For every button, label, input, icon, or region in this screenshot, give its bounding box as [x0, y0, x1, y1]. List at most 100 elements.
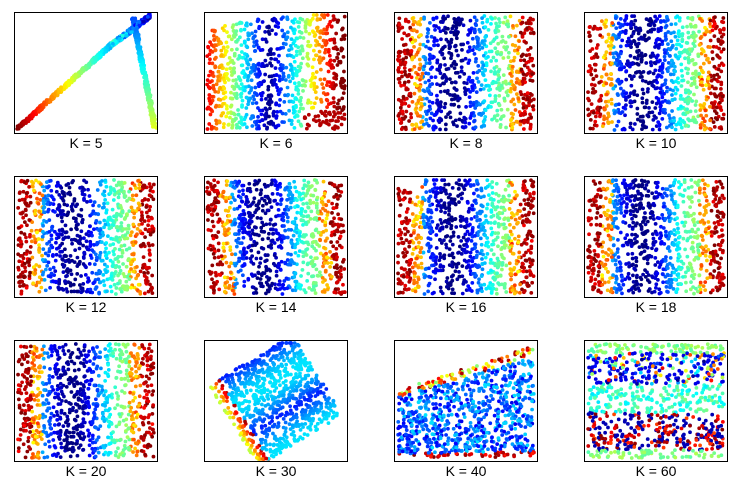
- scatter-point: [323, 120, 328, 125]
- scatter-point: [19, 291, 24, 296]
- scatter-point: [521, 52, 525, 57]
- scatter-point: [220, 220, 225, 225]
- scatter-point: [88, 224, 92, 229]
- scatter-point: [669, 78, 674, 83]
- scatter-point: [628, 54, 633, 58]
- scatter-point: [433, 75, 438, 79]
- scatter-point: [472, 113, 477, 118]
- scatter-point: [65, 212, 70, 217]
- scatter-point: [331, 96, 336, 101]
- scatter-point: [462, 72, 467, 76]
- scatter-point: [595, 55, 600, 60]
- scatter-point: [657, 28, 662, 32]
- scatter-point: [674, 54, 679, 59]
- scatter-point: [338, 81, 343, 86]
- scatter-point: [300, 78, 305, 82]
- scatter-point: [323, 109, 328, 114]
- scatter-point: [715, 72, 720, 77]
- scatter-point: [605, 39, 609, 44]
- scatter-point: [704, 83, 708, 87]
- scatter-point: [708, 18, 713, 23]
- scatter-point: [92, 200, 97, 204]
- scatter-point: [636, 41, 641, 46]
- scatter-point: [285, 16, 290, 21]
- scatter-point: [400, 61, 404, 66]
- scatter-point: [707, 83, 712, 88]
- scatter-point: [298, 16, 303, 21]
- scatter-point: [623, 95, 628, 100]
- scatter-point: [67, 80, 72, 85]
- scatter-point: [90, 270, 95, 275]
- scatter-point: [460, 48, 464, 52]
- scatter-point: [317, 49, 322, 54]
- scatter-point: [77, 246, 82, 251]
- scatter-point: [276, 231, 281, 236]
- scatter-point: [225, 275, 230, 280]
- scatter-point: [74, 219, 78, 224]
- scatter-point: [219, 63, 224, 68]
- scatter-point: [659, 19, 663, 23]
- scatter-point: [86, 247, 91, 252]
- scatter-point: [522, 58, 527, 63]
- scatter-point: [135, 226, 140, 231]
- scatter-point: [278, 97, 282, 102]
- scatter-point: [481, 53, 486, 58]
- scatter-point: [635, 106, 640, 111]
- scatter-point: [318, 35, 322, 40]
- scatter-point: [616, 21, 621, 26]
- scatter-point: [621, 89, 626, 94]
- scatter-point: [442, 56, 446, 61]
- scatter-point: [112, 252, 116, 257]
- scatter-point: [75, 233, 80, 238]
- scatter-point: [449, 37, 454, 42]
- scatter-point: [294, 85, 299, 89]
- scatter-point: [506, 55, 511, 60]
- scatter-point: [232, 51, 237, 56]
- scatter-point: [684, 123, 689, 128]
- scatter-point: [239, 63, 244, 68]
- scatter-point: [263, 58, 268, 63]
- scatter-point: [37, 191, 42, 196]
- scatter-point: [245, 66, 250, 71]
- scatter-point: [445, 91, 450, 95]
- scatter-point: [275, 287, 280, 292]
- scatter-point: [50, 224, 55, 229]
- scatter-point: [668, 54, 672, 58]
- scatter-point: [108, 185, 113, 190]
- scatter-point: [276, 60, 281, 64]
- scatter-point: [638, 119, 643, 123]
- scatter-point: [249, 88, 253, 93]
- scatter-point: [290, 76, 295, 81]
- scatter-point: [454, 87, 459, 92]
- scatter-point: [401, 57, 406, 62]
- scatter-point: [246, 37, 251, 42]
- scatter-point: [424, 61, 429, 66]
- scatter-point: [697, 43, 702, 47]
- scatter-point: [263, 30, 268, 34]
- scatter-point: [80, 220, 85, 225]
- scatter-point: [90, 248, 94, 253]
- scatter-plot: [586, 14, 726, 132]
- scatter-point: [343, 33, 347, 38]
- scatter-point: [335, 47, 340, 52]
- scatter-point: [673, 91, 678, 96]
- scatter-point: [408, 25, 413, 30]
- scatter-point: [660, 70, 665, 75]
- scatter-point: [229, 103, 234, 108]
- scatter-point: [330, 118, 335, 123]
- scatter-point: [320, 196, 325, 201]
- scatter-point: [61, 270, 66, 274]
- scatter-point: [704, 113, 709, 118]
- scatter-point: [457, 74, 462, 79]
- scatter-point: [281, 71, 286, 76]
- scatter-point: [456, 53, 460, 58]
- scatter-point: [433, 112, 438, 117]
- scatter-point: [114, 183, 119, 188]
- scatter-point: [444, 115, 448, 119]
- scatter-point: [208, 112, 213, 117]
- scatter-point: [642, 33, 647, 38]
- scatter-point: [501, 73, 506, 78]
- scatter-point: [669, 39, 674, 44]
- scatter-point: [465, 81, 469, 86]
- scatter-point: [266, 101, 270, 106]
